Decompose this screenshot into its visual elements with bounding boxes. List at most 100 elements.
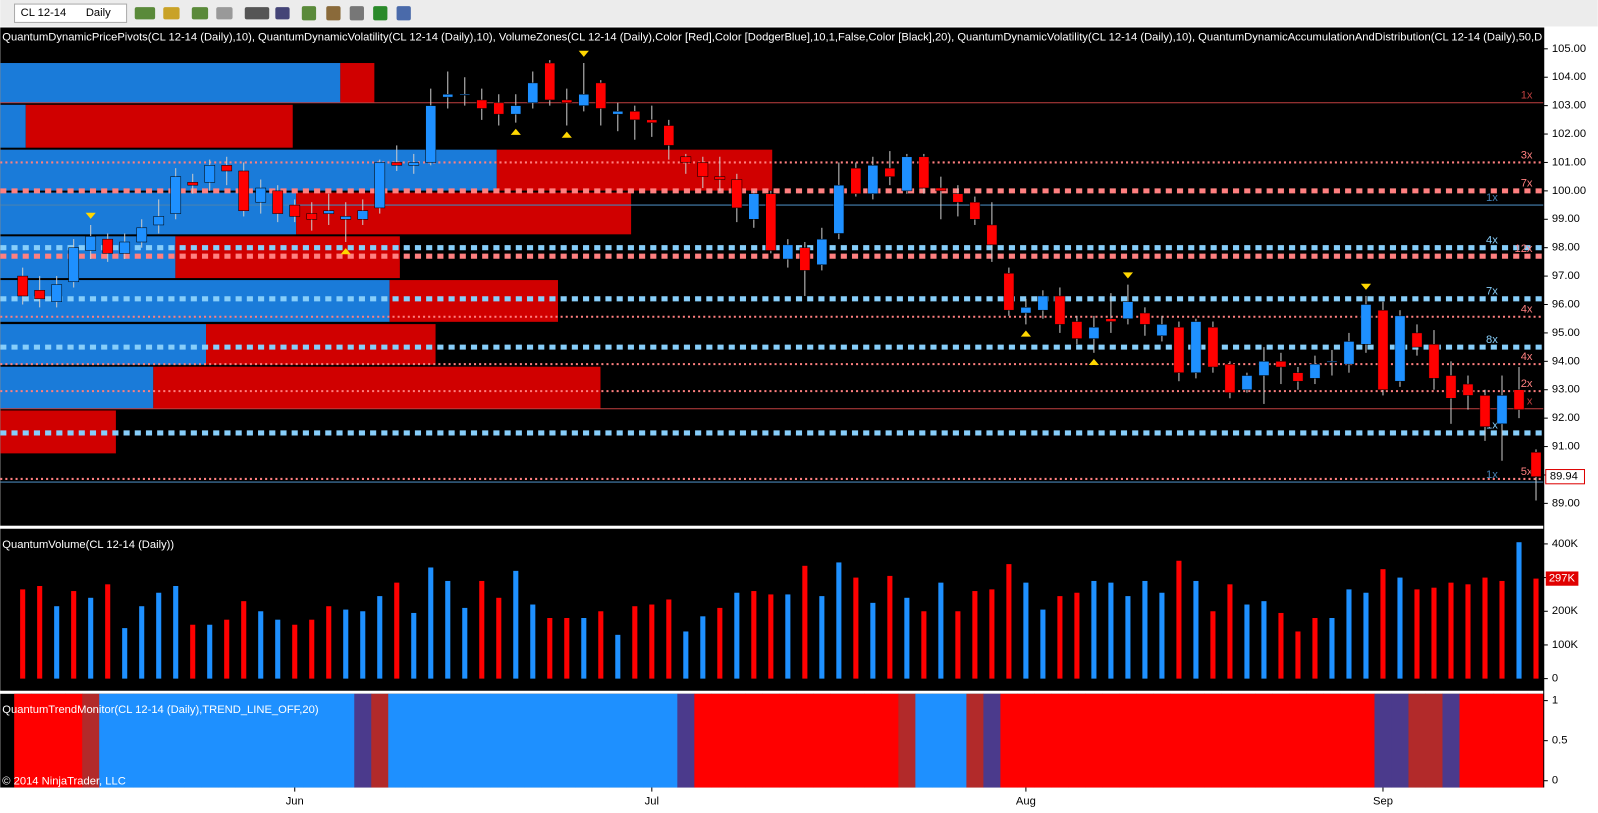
volume-bar	[1108, 582, 1114, 679]
trend-cell	[490, 693, 508, 788]
zone-up	[0, 104, 26, 148]
zone-down	[206, 324, 436, 365]
candle-body	[799, 247, 811, 271]
trend-cell	[235, 693, 253, 788]
trend-cell	[1527, 693, 1544, 788]
volume-bar	[1363, 592, 1369, 679]
y-tick-label: 98.00	[1552, 242, 1580, 254]
volume-bar	[241, 601, 247, 679]
volume-bar	[513, 570, 519, 679]
candle-body	[306, 213, 318, 220]
trend-cell	[949, 693, 967, 788]
volume-bar	[309, 619, 315, 679]
volume-bar	[1380, 569, 1386, 679]
trend-cell	[1272, 693, 1290, 788]
volume-bar	[785, 594, 791, 679]
candle-body	[1207, 326, 1219, 368]
volume-bar	[632, 606, 638, 679]
trend-cell	[65, 693, 83, 788]
volume-bar	[360, 611, 366, 679]
volume-bar	[173, 586, 179, 679]
volume-bar	[394, 582, 400, 679]
volume-bar	[1431, 587, 1437, 679]
candle-body	[493, 102, 505, 115]
trend-cell	[966, 693, 984, 788]
volume-bar	[71, 591, 77, 679]
candle-body	[238, 170, 250, 212]
instrument-box[interactable]	[14, 3, 128, 23]
candle-body	[119, 241, 131, 254]
trend-cell	[439, 693, 457, 788]
candle-body	[323, 210, 335, 214]
volume-bar	[1057, 596, 1063, 679]
volume-bar	[989, 589, 995, 679]
trend-cell	[218, 693, 236, 788]
trend-cell	[1000, 693, 1018, 788]
pivot-low-marker	[1020, 330, 1031, 337]
trend-cell	[643, 693, 661, 788]
volume-bar	[870, 602, 876, 679]
candle-body	[391, 162, 403, 166]
y-tick-label: 92.00	[1552, 412, 1580, 424]
candle-body	[1224, 363, 1236, 393]
y-tick-label: 105.00	[1552, 43, 1586, 55]
level-label: 8x	[1486, 334, 1498, 346]
trend-cell	[541, 693, 559, 788]
volume-bar	[717, 607, 723, 679]
volume-bar	[836, 562, 842, 679]
trend-cell	[660, 693, 678, 788]
volume-bar	[207, 624, 213, 679]
trend-cell	[31, 693, 49, 788]
volume-bar	[683, 631, 689, 679]
trend-cell	[14, 693, 32, 788]
pivot-low-marker	[340, 248, 351, 255]
volume-bar	[326, 606, 332, 679]
candle-body	[595, 82, 607, 109]
period[interactable]: Daily	[86, 7, 111, 19]
trend-cell	[1425, 693, 1443, 788]
candle-body	[629, 111, 641, 121]
volume-bar	[921, 611, 927, 679]
candle-body	[935, 187, 947, 192]
y-tick-label: 94.00	[1552, 355, 1580, 367]
pivot-low-marker	[561, 131, 572, 138]
trend-cell	[167, 693, 185, 788]
volume-bar	[20, 589, 26, 679]
level-label: x	[1527, 396, 1533, 408]
volume-bar	[564, 618, 570, 679]
y-tick-label: 400K	[1552, 538, 1579, 550]
candle-body	[1377, 309, 1389, 390]
candle-body	[272, 190, 284, 214]
candle-body	[1309, 363, 1321, 379]
trend-cell	[82, 693, 100, 788]
candle-body	[697, 162, 709, 177]
level-label: 4x	[1486, 235, 1498, 247]
volume-bar	[1125, 596, 1131, 679]
candle-body	[1105, 318, 1117, 322]
trend-cell	[864, 693, 882, 788]
trend-cell	[1221, 693, 1239, 788]
candle-body	[1241, 375, 1253, 390]
volume-bar	[258, 611, 264, 679]
y-tick-label: 91.00	[1552, 441, 1580, 453]
y-tick-label: 0	[1552, 673, 1558, 685]
pivot-low-marker	[1088, 358, 1100, 366]
zone-down	[25, 104, 293, 148]
candle-body	[748, 193, 760, 220]
volume-bar	[1074, 592, 1080, 679]
trend-cell	[1340, 693, 1358, 788]
trend-cell	[1238, 693, 1256, 788]
volume-title: QuantumVolume(CL 12-14 (Daily))	[2, 539, 174, 551]
trend-cell	[847, 693, 865, 788]
candle-body	[1258, 361, 1270, 376]
volume-bar	[530, 604, 536, 679]
volume-bar	[768, 594, 774, 679]
trend-cell	[1170, 693, 1188, 788]
trend-cell	[1102, 693, 1120, 788]
trend-cell	[507, 693, 525, 788]
instrument[interactable]: CL 12-14	[21, 7, 67, 19]
trend-cell	[456, 693, 474, 788]
y-tick-label: 0	[1552, 775, 1558, 787]
candle-body	[289, 204, 301, 217]
